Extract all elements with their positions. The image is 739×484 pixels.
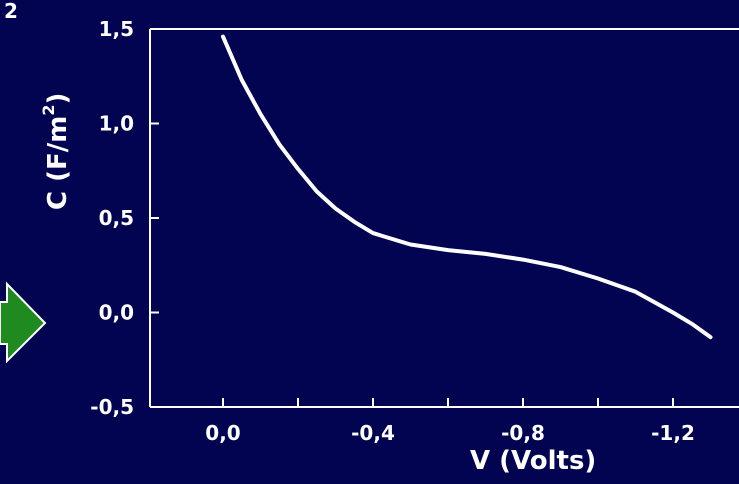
plot-axes xyxy=(149,28,739,408)
y-tick-label-1: 1,0 xyxy=(99,112,134,136)
y-tick-label-2: 0,5 xyxy=(99,206,134,230)
y-tick-label-0: 1,5 xyxy=(99,17,134,41)
y-axis-title-close: ) xyxy=(43,93,73,105)
y-tick-label-4: -0,5 xyxy=(90,395,134,419)
y-axis-title-main: C (F/m xyxy=(43,116,73,210)
x-tick-label-3: -1,2 xyxy=(651,421,695,445)
x-axis-title: V (Volts) xyxy=(470,446,596,476)
corner-fragment-text: 2 xyxy=(4,0,18,23)
right-arrow-icon xyxy=(0,281,47,364)
y-tick-label-3: 0,0 xyxy=(99,301,134,325)
x-tick-label-1: -0,4 xyxy=(351,421,395,445)
x-tick-label-2: -0,8 xyxy=(501,421,545,445)
y-axis-title-superscript: 2 xyxy=(39,104,58,115)
y-axis-title: C (F/m2) xyxy=(39,93,73,210)
svg-text:C (F/m2): C (F/m2) xyxy=(39,93,73,210)
series-line-0 xyxy=(221,34,713,340)
x-tick-label-0: 0,0 xyxy=(205,421,240,445)
